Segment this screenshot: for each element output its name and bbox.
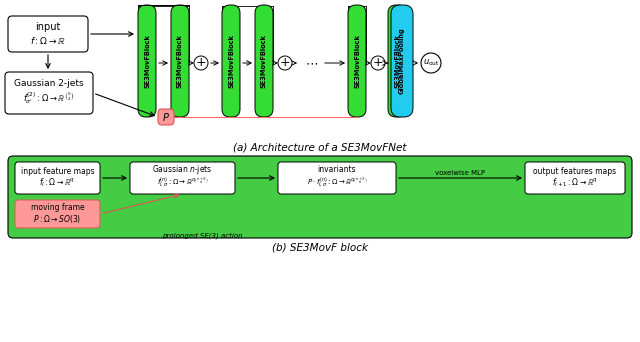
- FancyBboxPatch shape: [15, 162, 100, 194]
- Text: +: +: [280, 56, 291, 69]
- Text: Gaussian 2-jets: Gaussian 2-jets: [14, 79, 84, 88]
- Circle shape: [194, 56, 208, 70]
- FancyBboxPatch shape: [130, 162, 235, 194]
- FancyBboxPatch shape: [391, 5, 413, 117]
- Text: $\cdots$: $\cdots$: [305, 56, 319, 69]
- Text: Gaussian $n$-jets: Gaussian $n$-jets: [152, 163, 212, 176]
- Circle shape: [278, 56, 292, 70]
- Text: $P\cdot f^{(n)}_{l,\sigma}:\Omega\to\mathbb{R}^{q\binom{n+3}{n}}$: $P\cdot f^{(n)}_{l,\sigma}:\Omega\to\mat…: [307, 176, 367, 190]
- FancyBboxPatch shape: [278, 162, 396, 194]
- Text: $f^{(2)}_{\sigma^\prime}:\Omega\to\mathbb{R}^{\binom{5}{2}}$: $f^{(2)}_{\sigma^\prime}:\Omega\to\mathb…: [23, 90, 75, 106]
- Text: voxelwise MLP: voxelwise MLP: [435, 170, 486, 176]
- Text: $f:\Omega\to\mathbb{R}$: $f:\Omega\to\mathbb{R}$: [30, 35, 66, 45]
- FancyBboxPatch shape: [8, 16, 88, 52]
- FancyBboxPatch shape: [5, 72, 93, 114]
- Text: (a) Architecture of a SE3MovFNet: (a) Architecture of a SE3MovFNet: [233, 143, 407, 153]
- Text: input: input: [35, 22, 61, 32]
- Text: SE3MovFBlock: SE3MovFBlock: [394, 34, 400, 88]
- Text: $P$: $P$: [162, 111, 170, 123]
- Text: $f_{l+1}:\Omega\to\mathbb{R}^q$: $f_{l+1}:\Omega\to\mathbb{R}^q$: [552, 177, 598, 189]
- FancyBboxPatch shape: [158, 109, 174, 125]
- FancyBboxPatch shape: [222, 5, 240, 117]
- Text: $P:\Omega\to SO(3)$: $P:\Omega\to SO(3)$: [33, 213, 82, 225]
- Text: moving frame: moving frame: [31, 203, 84, 212]
- Text: (b) SE3MovF block: (b) SE3MovF block: [272, 243, 368, 253]
- Text: +: +: [196, 56, 206, 69]
- FancyBboxPatch shape: [388, 5, 406, 117]
- Text: SE3MovFBlock: SE3MovFBlock: [177, 34, 183, 88]
- FancyBboxPatch shape: [348, 5, 366, 117]
- Text: invariants: invariants: [317, 166, 356, 174]
- Text: +: +: [372, 56, 383, 69]
- Circle shape: [421, 53, 441, 73]
- FancyBboxPatch shape: [171, 5, 189, 117]
- FancyBboxPatch shape: [8, 156, 632, 238]
- Text: prolonged SE(3) action: prolonged SE(3) action: [162, 233, 243, 239]
- Text: $u_{\mathrm{out}}$: $u_{\mathrm{out}}$: [422, 58, 440, 68]
- Text: GlobalMaxPooling: GlobalMaxPooling: [399, 28, 405, 94]
- Text: $f^{(n)}_{l,\sigma}:\Omega\to\mathbb{R}^{q\binom{n+3}{n}}$: $f^{(n)}_{l,\sigma}:\Omega\to\mathbb{R}^…: [157, 176, 209, 190]
- FancyBboxPatch shape: [525, 162, 625, 194]
- Text: $f_l:\Omega\to\mathbb{R}^q$: $f_l:\Omega\to\mathbb{R}^q$: [40, 177, 76, 189]
- FancyBboxPatch shape: [138, 5, 156, 117]
- Text: SE3MovFBlock: SE3MovFBlock: [261, 34, 267, 88]
- Text: SE3MovFBlock: SE3MovFBlock: [144, 34, 150, 88]
- Text: input feature maps: input feature maps: [20, 167, 94, 175]
- FancyBboxPatch shape: [15, 200, 100, 228]
- Text: output features maps: output features maps: [533, 167, 616, 175]
- Text: SE3MovFBlock: SE3MovFBlock: [354, 34, 360, 88]
- Circle shape: [371, 56, 385, 70]
- FancyBboxPatch shape: [255, 5, 273, 117]
- Text: SE3MovFBlock: SE3MovFBlock: [228, 34, 234, 88]
